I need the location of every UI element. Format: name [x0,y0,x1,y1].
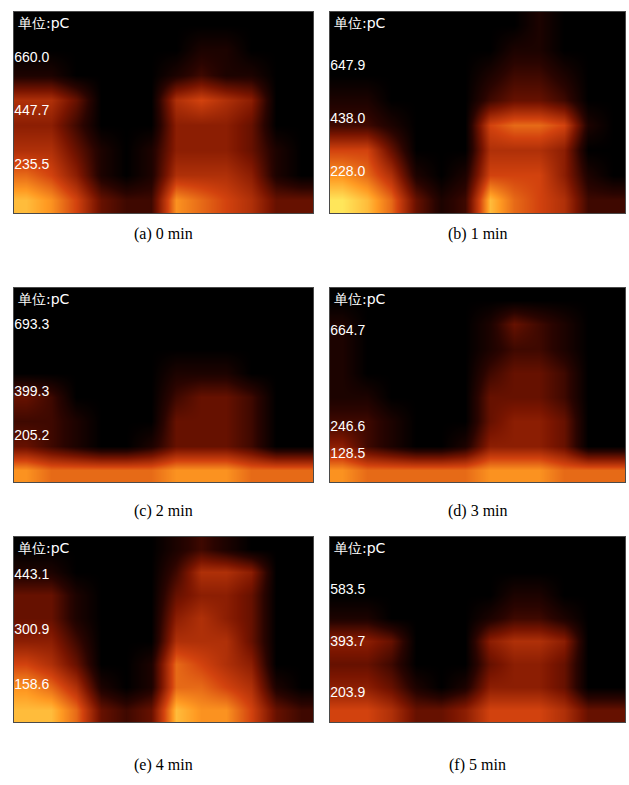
svg-text:203.9: 203.9 [330,684,365,700]
svg-text:300.9: 300.9 [14,621,49,637]
svg-text:228.0: 228.0 [330,163,365,179]
svg-text:单位:pC: 单位:pC [18,291,70,307]
svg-text:660.0: 660.0 [14,49,49,65]
svg-text:447.7: 447.7 [14,102,49,118]
svg-text:单位:pC: 单位:pC [18,15,70,31]
svg-text:单位:pC: 单位:pC [18,540,70,556]
svg-text:(e) 4 min: (e) 4 min [134,756,193,774]
svg-text:(c) 2 min: (c) 2 min [134,502,193,520]
svg-text:(f) 5 min: (f) 5 min [449,756,506,774]
svg-text:647.9: 647.9 [330,57,365,73]
svg-text:158.6: 158.6 [14,676,49,692]
svg-text:443.1: 443.1 [14,566,49,582]
svg-text:399.3: 399.3 [14,383,49,399]
svg-text:单位:pC: 单位:pC [334,15,386,31]
svg-text:128.5: 128.5 [330,445,365,461]
svg-text:235.5: 235.5 [14,156,49,172]
svg-text:(b) 1 min: (b) 1 min [448,225,508,243]
svg-text:205.2: 205.2 [14,427,49,443]
svg-text:(a) 0 min: (a) 0 min [134,225,193,243]
svg-text:583.5: 583.5 [330,581,365,597]
svg-text:393.7: 393.7 [330,633,365,649]
svg-text:693.3: 693.3 [14,316,49,332]
svg-text:单位:pC: 单位:pC [334,540,386,556]
svg-text:(d) 3 min: (d) 3 min [448,502,508,520]
svg-text:单位:pC: 单位:pC [334,291,386,307]
svg-text:438.0: 438.0 [330,110,365,126]
svg-text:246.6: 246.6 [330,418,365,434]
svg-text:664.7: 664.7 [330,322,365,338]
